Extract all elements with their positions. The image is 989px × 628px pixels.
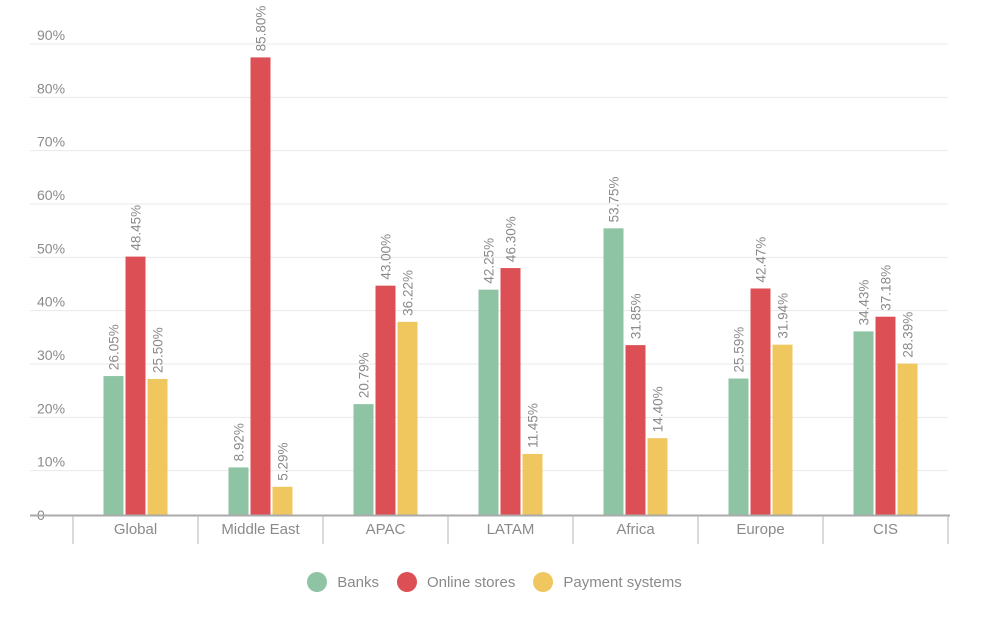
legend-label: Online stores: [426, 573, 516, 591]
data-label: 85.80%: [254, 6, 269, 52]
bar-payment-systems[interactable]: [772, 344, 793, 515]
x-tick-label: APAC: [366, 521, 406, 538]
bar-online-stores[interactable]: [500, 268, 521, 515]
data-label: 36.22%: [401, 270, 416, 316]
data-label: 34.43%: [857, 280, 872, 326]
y-tick-label: 50%: [37, 240, 65, 256]
data-label: 26.05%: [107, 324, 122, 370]
data-labels: 26.05% 48.45% 25.50% 8.92% 85.80% 5.29% 20.79%…: [107, 6, 916, 481]
bar-online-stores[interactable]: [250, 57, 271, 516]
y-tick-label: 60%: [37, 187, 65, 203]
data-label: 31.94%: [776, 293, 791, 339]
x-axis-ticks: Global Middle East APAC LATAM Africa Europe CI…: [114, 521, 898, 538]
y-tick-label: 20%: [37, 400, 65, 416]
bar-banks[interactable]: [728, 378, 749, 515]
bar-banks[interactable]: [353, 404, 374, 515]
bar-payment-systems[interactable]: [397, 321, 418, 515]
gridlines: [30, 43, 948, 472]
x-tick-label: Middle East: [221, 521, 300, 538]
bar-banks[interactable]: [853, 331, 874, 515]
legend-swatch: [533, 572, 554, 592]
x-tick-label: LATAM: [487, 521, 535, 538]
bar-payment-systems[interactable]: [522, 453, 543, 515]
y-axis-ticks: 010%20%30%40%50%60%70%80%90%: [37, 27, 65, 523]
bar-online-stores[interactable]: [750, 288, 771, 515]
y-tick-label: 30%: [37, 347, 65, 363]
y-tick-label: 90%: [37, 27, 65, 43]
data-label: 31.85%: [629, 293, 644, 339]
data-label: 53.75%: [607, 177, 622, 223]
legend-label: Banks: [337, 573, 379, 591]
data-label: 5.29%: [276, 443, 291, 481]
legend-item-online-stores[interactable]: Online stores: [396, 572, 516, 592]
data-label: 8.92%: [232, 423, 247, 461]
data-label: 20.79%: [357, 352, 372, 398]
data-label: 28.39%: [901, 312, 916, 358]
legend-item-payment-systems[interactable]: Payment systems: [533, 572, 682, 592]
bar-banks[interactable]: [103, 376, 124, 515]
bar-payment-systems[interactable]: [647, 438, 668, 515]
x-tick-label: CIS: [873, 521, 898, 538]
bar-banks[interactable]: [603, 228, 624, 516]
bar-payment-systems[interactable]: [272, 486, 293, 515]
data-label: 46.30%: [504, 216, 519, 262]
data-label: 48.45%: [129, 205, 144, 251]
bar-payment-systems[interactable]: [147, 379, 168, 515]
x-tick-label: Europe: [736, 521, 784, 538]
bars: [103, 57, 918, 516]
data-label: 43.00%: [379, 234, 394, 280]
bar-online-stores[interactable]: [375, 285, 396, 515]
bar-payment-systems[interactable]: [897, 363, 918, 515]
y-tick-label: 40%: [37, 294, 65, 310]
data-label: 42.25%: [482, 238, 497, 284]
data-label: 42.47%: [754, 237, 769, 283]
bar-banks[interactable]: [478, 289, 499, 515]
y-tick-label: 10%: [37, 454, 65, 470]
data-label: 25.59%: [732, 327, 747, 373]
y-tick-label: 70%: [37, 134, 65, 150]
y-tick-label: 80%: [37, 80, 65, 96]
legend-item-banks[interactable]: Banks: [307, 572, 379, 592]
legend-swatch: [307, 572, 328, 592]
data-label: 25.50%: [151, 327, 166, 373]
data-label: 11.45%: [526, 403, 541, 448]
legend-swatch: [396, 572, 417, 592]
bar-online-stores[interactable]: [125, 256, 146, 515]
x-tick-label: Africa: [616, 521, 655, 538]
legend-label: Payment systems: [563, 573, 682, 591]
x-tick-label: Global: [114, 521, 157, 538]
bar-chart: 010%20%30%40%50%60%70%80%90% 26.05%48.45…: [30, 6, 950, 544]
data-label: 37.18%: [879, 265, 894, 311]
x-axis: [30, 514, 950, 544]
data-label: 14.40%: [651, 386, 666, 432]
legend: Banks Online stores Payment systems: [0, 572, 989, 592]
bar-banks[interactable]: [228, 467, 249, 515]
bar-online-stores[interactable]: [625, 345, 646, 515]
bar-online-stores[interactable]: [875, 316, 896, 515]
